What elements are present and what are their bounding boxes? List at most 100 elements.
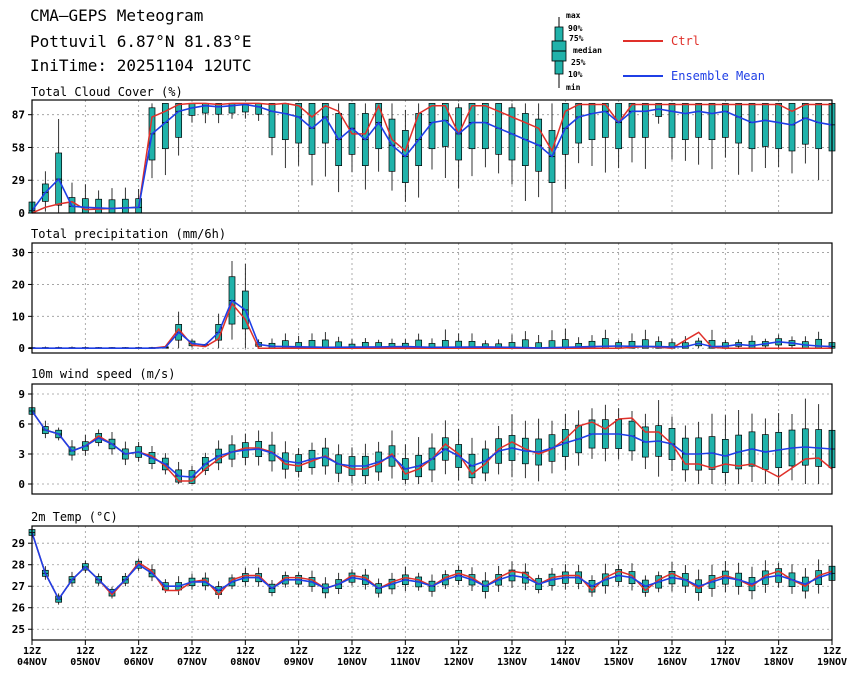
box-body [708,103,716,141]
y-tick-label: 28 [12,559,25,572]
x-tick-hour: 12Z [503,646,521,657]
panel-3: 2m Temp (°C) 25 26 27 28 29 [12,510,836,641]
ensemble-boxes [28,260,836,349]
ensemble-box [508,334,516,349]
legend-box-label: min [566,82,581,92]
box-body [95,198,103,214]
box-body [775,103,783,150]
panel-title: 2m Temp (°C) [31,510,118,524]
panel-frame [31,242,833,354]
ensemble-box [615,103,623,169]
legend-box-outer [554,26,564,42]
box-body [201,103,209,114]
ensemble-box [321,103,329,177]
x-axis: 12Z04NOV12Z05NOV12Z06NOV12Z07NOV12Z08NOV… [17,640,847,668]
ensemble-box [468,103,476,177]
x-tick-hour: 12Z [450,646,468,657]
x-tick-date: 16NOV [657,657,687,668]
ensemble-box [535,103,543,198]
ensemble-box [441,329,449,349]
x-tick-hour: 12Z [290,646,308,657]
ensemble-box [321,332,329,349]
x-tick-date: 12NOV [444,657,474,668]
x-tick-date: 08NOV [230,657,260,668]
ensemble-box [735,410,743,484]
ensemble-box [575,103,583,164]
box-body [655,341,663,349]
y-tick-label: 10 [12,310,25,323]
x-tick-date: 07NOV [177,657,207,668]
ensemble-box [455,333,463,349]
ensemble-box [681,103,689,161]
box-body [281,103,289,141]
ensemble-boxes [28,526,836,605]
x-tick-date: 06NOV [124,657,154,668]
x-tick-hour: 12Z [770,646,788,657]
x-tick-hour: 12Z [663,646,681,657]
box-body [255,103,263,115]
ensemble-box [495,103,503,174]
ensemble-mean-line [31,532,833,601]
ensemble-box [468,437,476,484]
ensemble-box [615,340,623,349]
y-tick-label: 25 [12,623,25,636]
ensemble-box [535,418,543,482]
y-tick-label: 30 [12,247,25,260]
panel-title: 10m wind speed (m/s) [31,367,176,381]
ensemble-box [241,264,249,349]
ensemble-box [521,331,529,349]
y-tick-label: 20 [12,278,25,291]
x-tick-hour: 12Z [396,646,414,657]
ensemble-box [801,336,809,349]
ensemble-box [561,328,569,349]
panel-0: Total Cloud Cover (%) 0 29 58 87 [12,85,836,220]
x-tick-date: 15NOV [604,657,634,668]
ensemble-box [428,103,436,170]
ensemble-box [148,103,156,179]
ensemble-box [655,400,663,477]
ensemble-box [748,103,756,172]
ensemble-box [335,103,343,193]
x-tick-hour: 12Z [76,646,94,657]
ensemble-box [801,103,809,164]
ensemble-box [601,404,609,462]
ensemble-box [548,103,556,213]
y-tick-label: 6 [18,418,25,431]
box-body [108,199,116,214]
ensemble-box [761,103,769,169]
ensemble-box [361,103,369,190]
y-tick-label: 3 [18,448,25,461]
x-tick-date: 14NOV [550,657,580,668]
ensemble-box [455,103,463,189]
init-time-label: IniTime: 20251104 12UTC [30,56,252,75]
legend: max 90%75% median 25% 10% min Ctrl Ensemble Mea… [551,11,765,92]
x-tick-date: 13NOV [497,657,527,668]
x-tick-hour: 12Z [823,646,841,657]
ensemble-box [401,444,409,484]
y-tick-label: 27 [12,580,25,593]
y-tick-label: 29 [12,537,25,550]
box-body [628,103,636,138]
x-tick-hour: 12Z [236,646,254,657]
box-body [815,103,823,150]
ensemble-box [161,103,169,176]
panel-title: Total precipitation (mm/6h) [31,227,226,241]
ensemble-box [415,437,423,484]
box-body [481,103,489,150]
ensemble-box [641,103,649,169]
ensemble-box [508,414,516,478]
y-tick-label: 58 [12,141,25,154]
panel-frame [31,383,833,495]
panel-1: Total precipitation (mm/6h) 0 10 20 30 [12,227,836,355]
box-body [588,103,596,141]
box-body [601,103,609,138]
box-body [668,103,676,138]
ensemble-box [748,413,756,482]
ensemble-box [188,103,196,123]
legend-label-1: Ensemble Mean [671,69,765,83]
legend-box-label: max [566,11,581,20]
chart-title: CMA—GEPS Meteogram [30,6,204,25]
ensemble-mean-line [32,299,833,350]
box-body [575,103,583,144]
